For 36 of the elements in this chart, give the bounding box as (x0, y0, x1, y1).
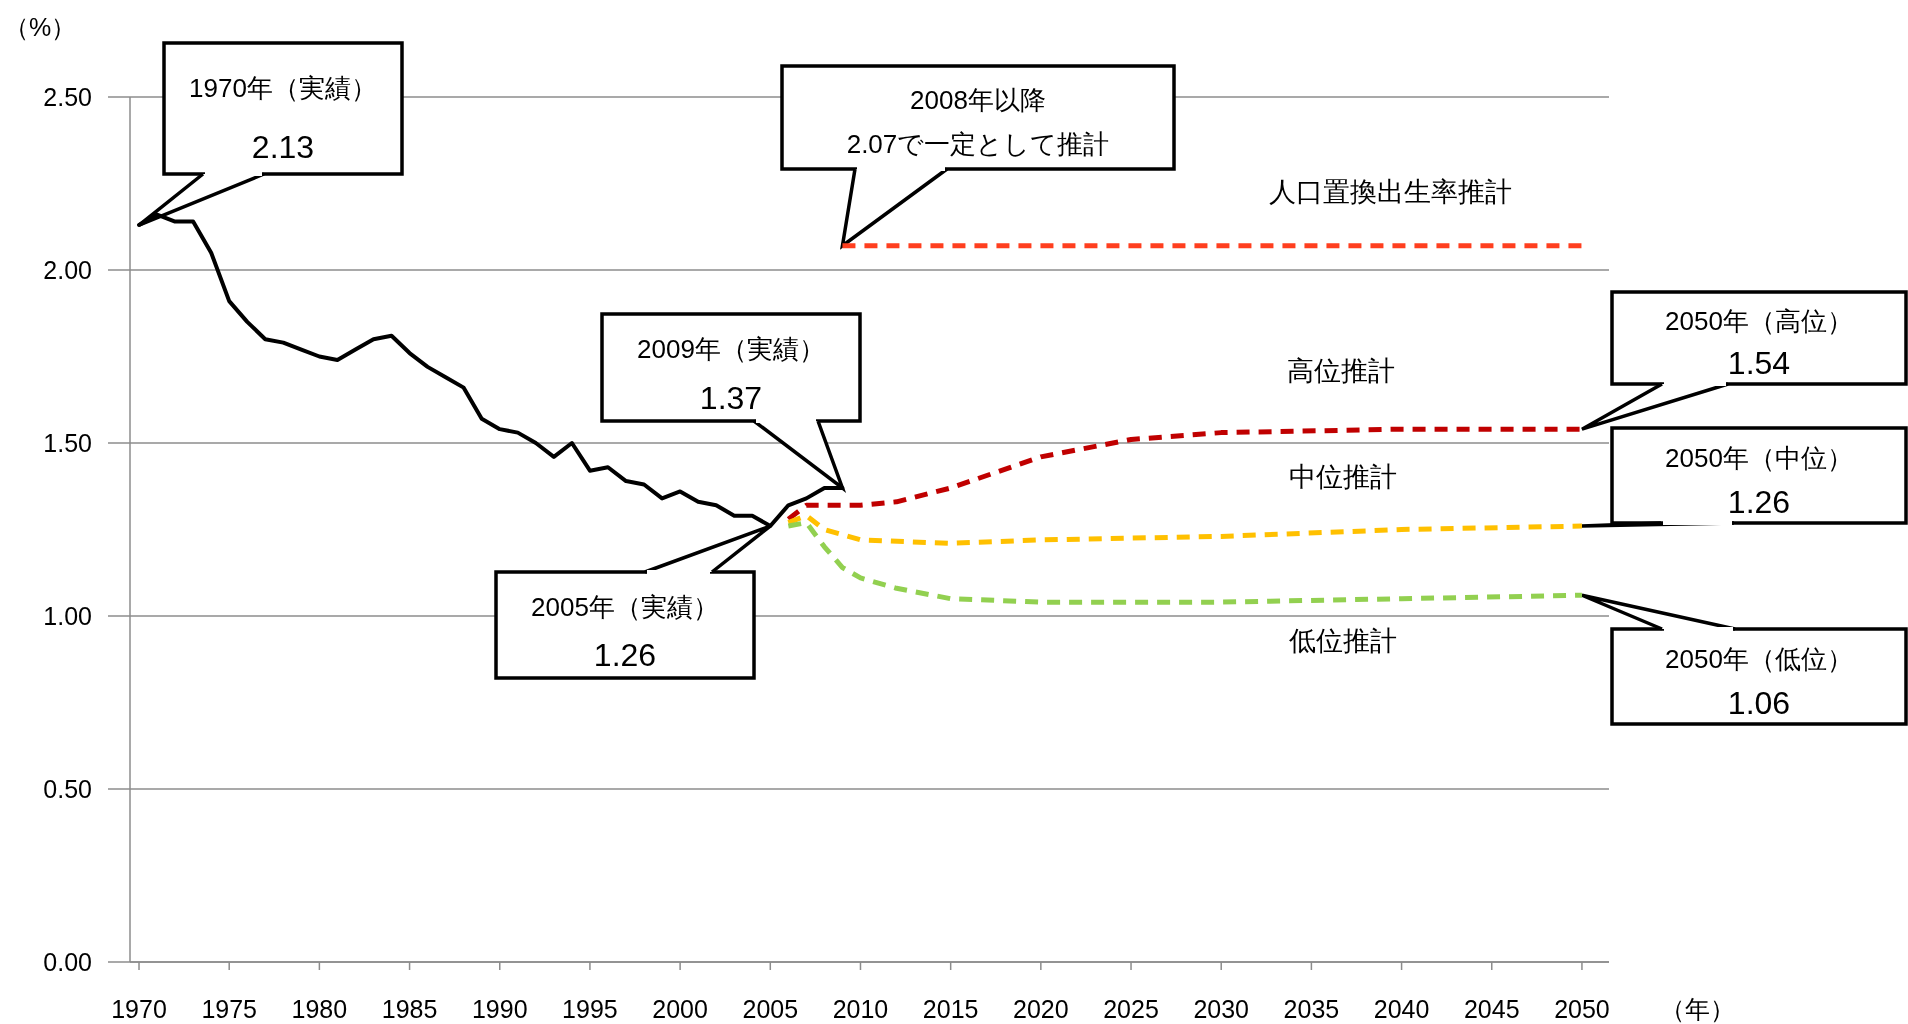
y-axis-title: （%） (3, 13, 77, 41)
annotation: 2005年（実績） 1.26 (531, 591, 719, 673)
x-tick-label: 2045 (1463, 995, 1520, 1023)
y-tick-label: 2.00 (43, 256, 92, 284)
x-tick-label: 1970 (111, 995, 167, 1023)
y-tick-label: 1.50 (43, 429, 92, 457)
x-tick-label: 2050 (1554, 995, 1610, 1023)
x-tick-label: 2015 (922, 995, 979, 1023)
series-label: 低位推計 (1289, 626, 1397, 656)
y-tick-label: 0.50 (43, 775, 92, 803)
annotation: 2050年（中位） 1.26 (1665, 443, 1853, 520)
series-label: 高位推計 (1287, 356, 1395, 386)
series-label: 人口置換出生率推計 (1268, 177, 1512, 207)
y-tick-label: 0.00 (43, 948, 92, 976)
x-tick-label: 2005 (742, 995, 799, 1023)
y-tick-label: 2.50 (43, 83, 92, 111)
annotation: 2050年（高位） 1.54 (1665, 306, 1853, 381)
x-tick-label: 1990 (471, 995, 528, 1023)
x-tick-label: 2030 (1193, 995, 1250, 1023)
annotation: 2009年（実績） 1.37 (637, 334, 825, 416)
annotation: 2050年（低位） 1.06 (1665, 644, 1853, 721)
x-tick-label: 2040 (1373, 995, 1430, 1023)
x-tick-label: 2025 (1103, 995, 1159, 1023)
x-tick-label: 1975 (201, 995, 258, 1023)
x-tick-label: 1980 (291, 995, 348, 1023)
x-tick-label: 2035 (1283, 995, 1340, 1023)
annotation: 2008年以降 2.07で一定として推計 (846, 84, 1110, 160)
x-tick-label: 2020 (1013, 995, 1069, 1023)
series-label: 中位推計 (1289, 462, 1397, 492)
x-axis-title: （年） (1659, 995, 1735, 1023)
x-tick-label: 1985 (381, 995, 438, 1023)
y-tick-label: 1.00 (43, 602, 92, 630)
x-tick-label: 1995 (562, 995, 618, 1023)
x-tick-label: 2000 (652, 995, 708, 1023)
x-tick-label: 2010 (832, 995, 889, 1023)
annotation: 1970年（実績） 2.13 (189, 73, 377, 166)
